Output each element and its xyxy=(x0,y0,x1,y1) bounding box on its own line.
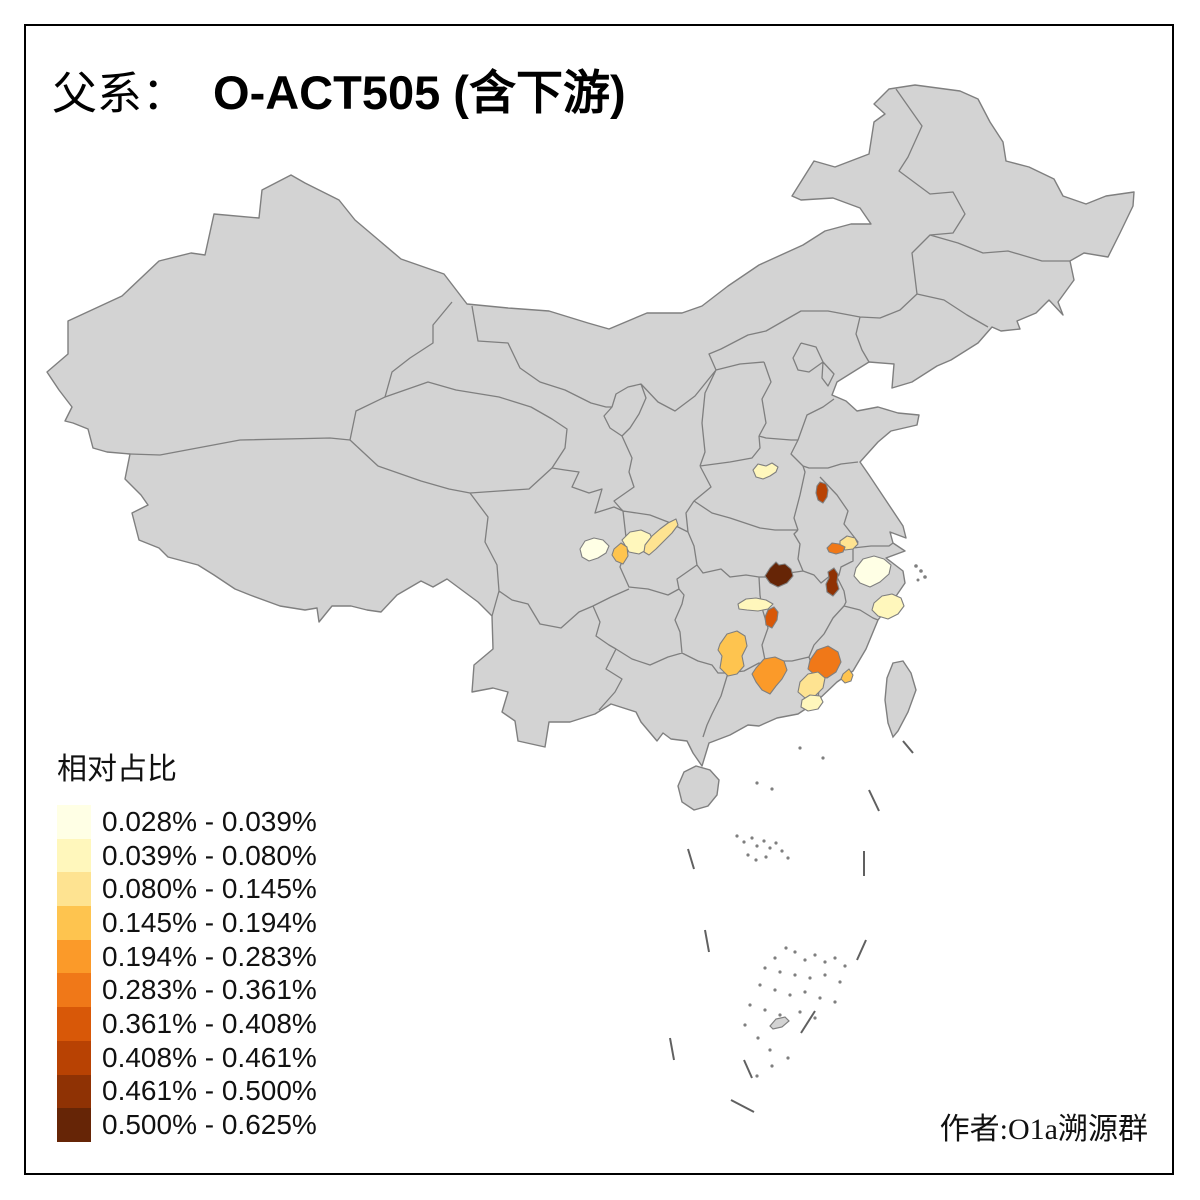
map-title: 父系： O-ACT505 (含下游) xyxy=(52,54,626,123)
legend-row: 0.080% - 0.145% xyxy=(57,872,317,907)
legend-label: 0.500% - 0.625% xyxy=(102,1109,317,1141)
legend-label: 0.283% - 0.361% xyxy=(102,974,317,1006)
choropleth-region xyxy=(853,555,892,588)
choropleth-region xyxy=(579,537,610,562)
legend-row: 0.500% - 0.625% xyxy=(57,1108,317,1142)
legend-label: 0.194% - 0.283% xyxy=(102,940,317,972)
legend-row: 0.039% - 0.080% xyxy=(57,838,317,873)
hainan-island xyxy=(677,765,720,811)
choropleth-region xyxy=(611,542,629,565)
map-title-haplogroup: O-ACT505 (含下游) xyxy=(213,66,626,119)
choropleth-region xyxy=(840,668,854,684)
choropleth-region xyxy=(825,567,840,597)
legend-row: 0.408% - 0.461% xyxy=(57,1040,317,1075)
small-islands xyxy=(735,564,927,1078)
choropleth-region xyxy=(797,671,826,699)
choropleth-region xyxy=(752,462,779,480)
choropleth-region xyxy=(764,561,794,588)
legend-swatch xyxy=(57,1074,91,1109)
china-mainland xyxy=(46,84,1135,767)
legend-row: 0.194% - 0.283% xyxy=(57,939,317,974)
legend-swatch xyxy=(57,1007,91,1041)
choropleth-region xyxy=(815,481,829,504)
legend-swatch xyxy=(57,973,91,1008)
choropleth-region xyxy=(717,630,748,677)
legend-swatch xyxy=(57,1040,91,1075)
sea-islet xyxy=(769,1016,790,1030)
legend-label: 0.028% - 0.039% xyxy=(102,805,317,837)
legend-label: 0.080% - 0.145% xyxy=(102,873,317,905)
nine-dash-line xyxy=(669,740,914,1113)
legend-title: 相对占比 xyxy=(57,753,177,786)
choropleth-region xyxy=(800,694,824,712)
legend-row: 0.461% - 0.500% xyxy=(57,1074,317,1109)
taiwan-island xyxy=(884,660,917,739)
choropleth-region xyxy=(643,518,679,556)
legend-label: 0.461% - 0.500% xyxy=(102,1075,317,1107)
legend-label: 0.145% - 0.194% xyxy=(102,906,317,938)
choropleth-region xyxy=(751,656,788,695)
legend-swatch xyxy=(57,939,91,974)
legend-swatch xyxy=(57,805,91,839)
map-title-prefix: 父系： xyxy=(52,69,188,119)
attribution-text: 作者:O1a溯源群 xyxy=(939,1113,1148,1146)
legend: 相对占比 0.028% - 0.039% 0.039% - 0.080% 0.080… xyxy=(57,744,317,1142)
legend-label: 0.039% - 0.080% xyxy=(102,839,317,871)
choropleth-region xyxy=(871,593,905,620)
legend-row: 0.361% - 0.408% xyxy=(57,1007,317,1041)
choropleth-region xyxy=(737,597,774,612)
choropleth-region xyxy=(764,606,779,629)
legend-rows: 0.028% - 0.039% 0.039% - 0.080% 0.080% - 0… xyxy=(57,805,317,1142)
choropleth-region xyxy=(807,645,842,679)
legend-label: 0.361% - 0.408% xyxy=(102,1007,317,1039)
legend-swatch xyxy=(57,1108,91,1142)
legend-row: 0.028% - 0.039% xyxy=(57,805,317,839)
choropleth-regions xyxy=(579,462,905,712)
legend-swatch xyxy=(57,906,91,940)
legend-swatch xyxy=(57,872,91,907)
legend-label: 0.408% - 0.461% xyxy=(102,1041,317,1073)
choropleth-region xyxy=(826,542,846,555)
legend-row: 0.283% - 0.361% xyxy=(57,973,317,1008)
legend-swatch xyxy=(57,838,91,873)
legend-row: 0.145% - 0.194% xyxy=(57,906,317,940)
